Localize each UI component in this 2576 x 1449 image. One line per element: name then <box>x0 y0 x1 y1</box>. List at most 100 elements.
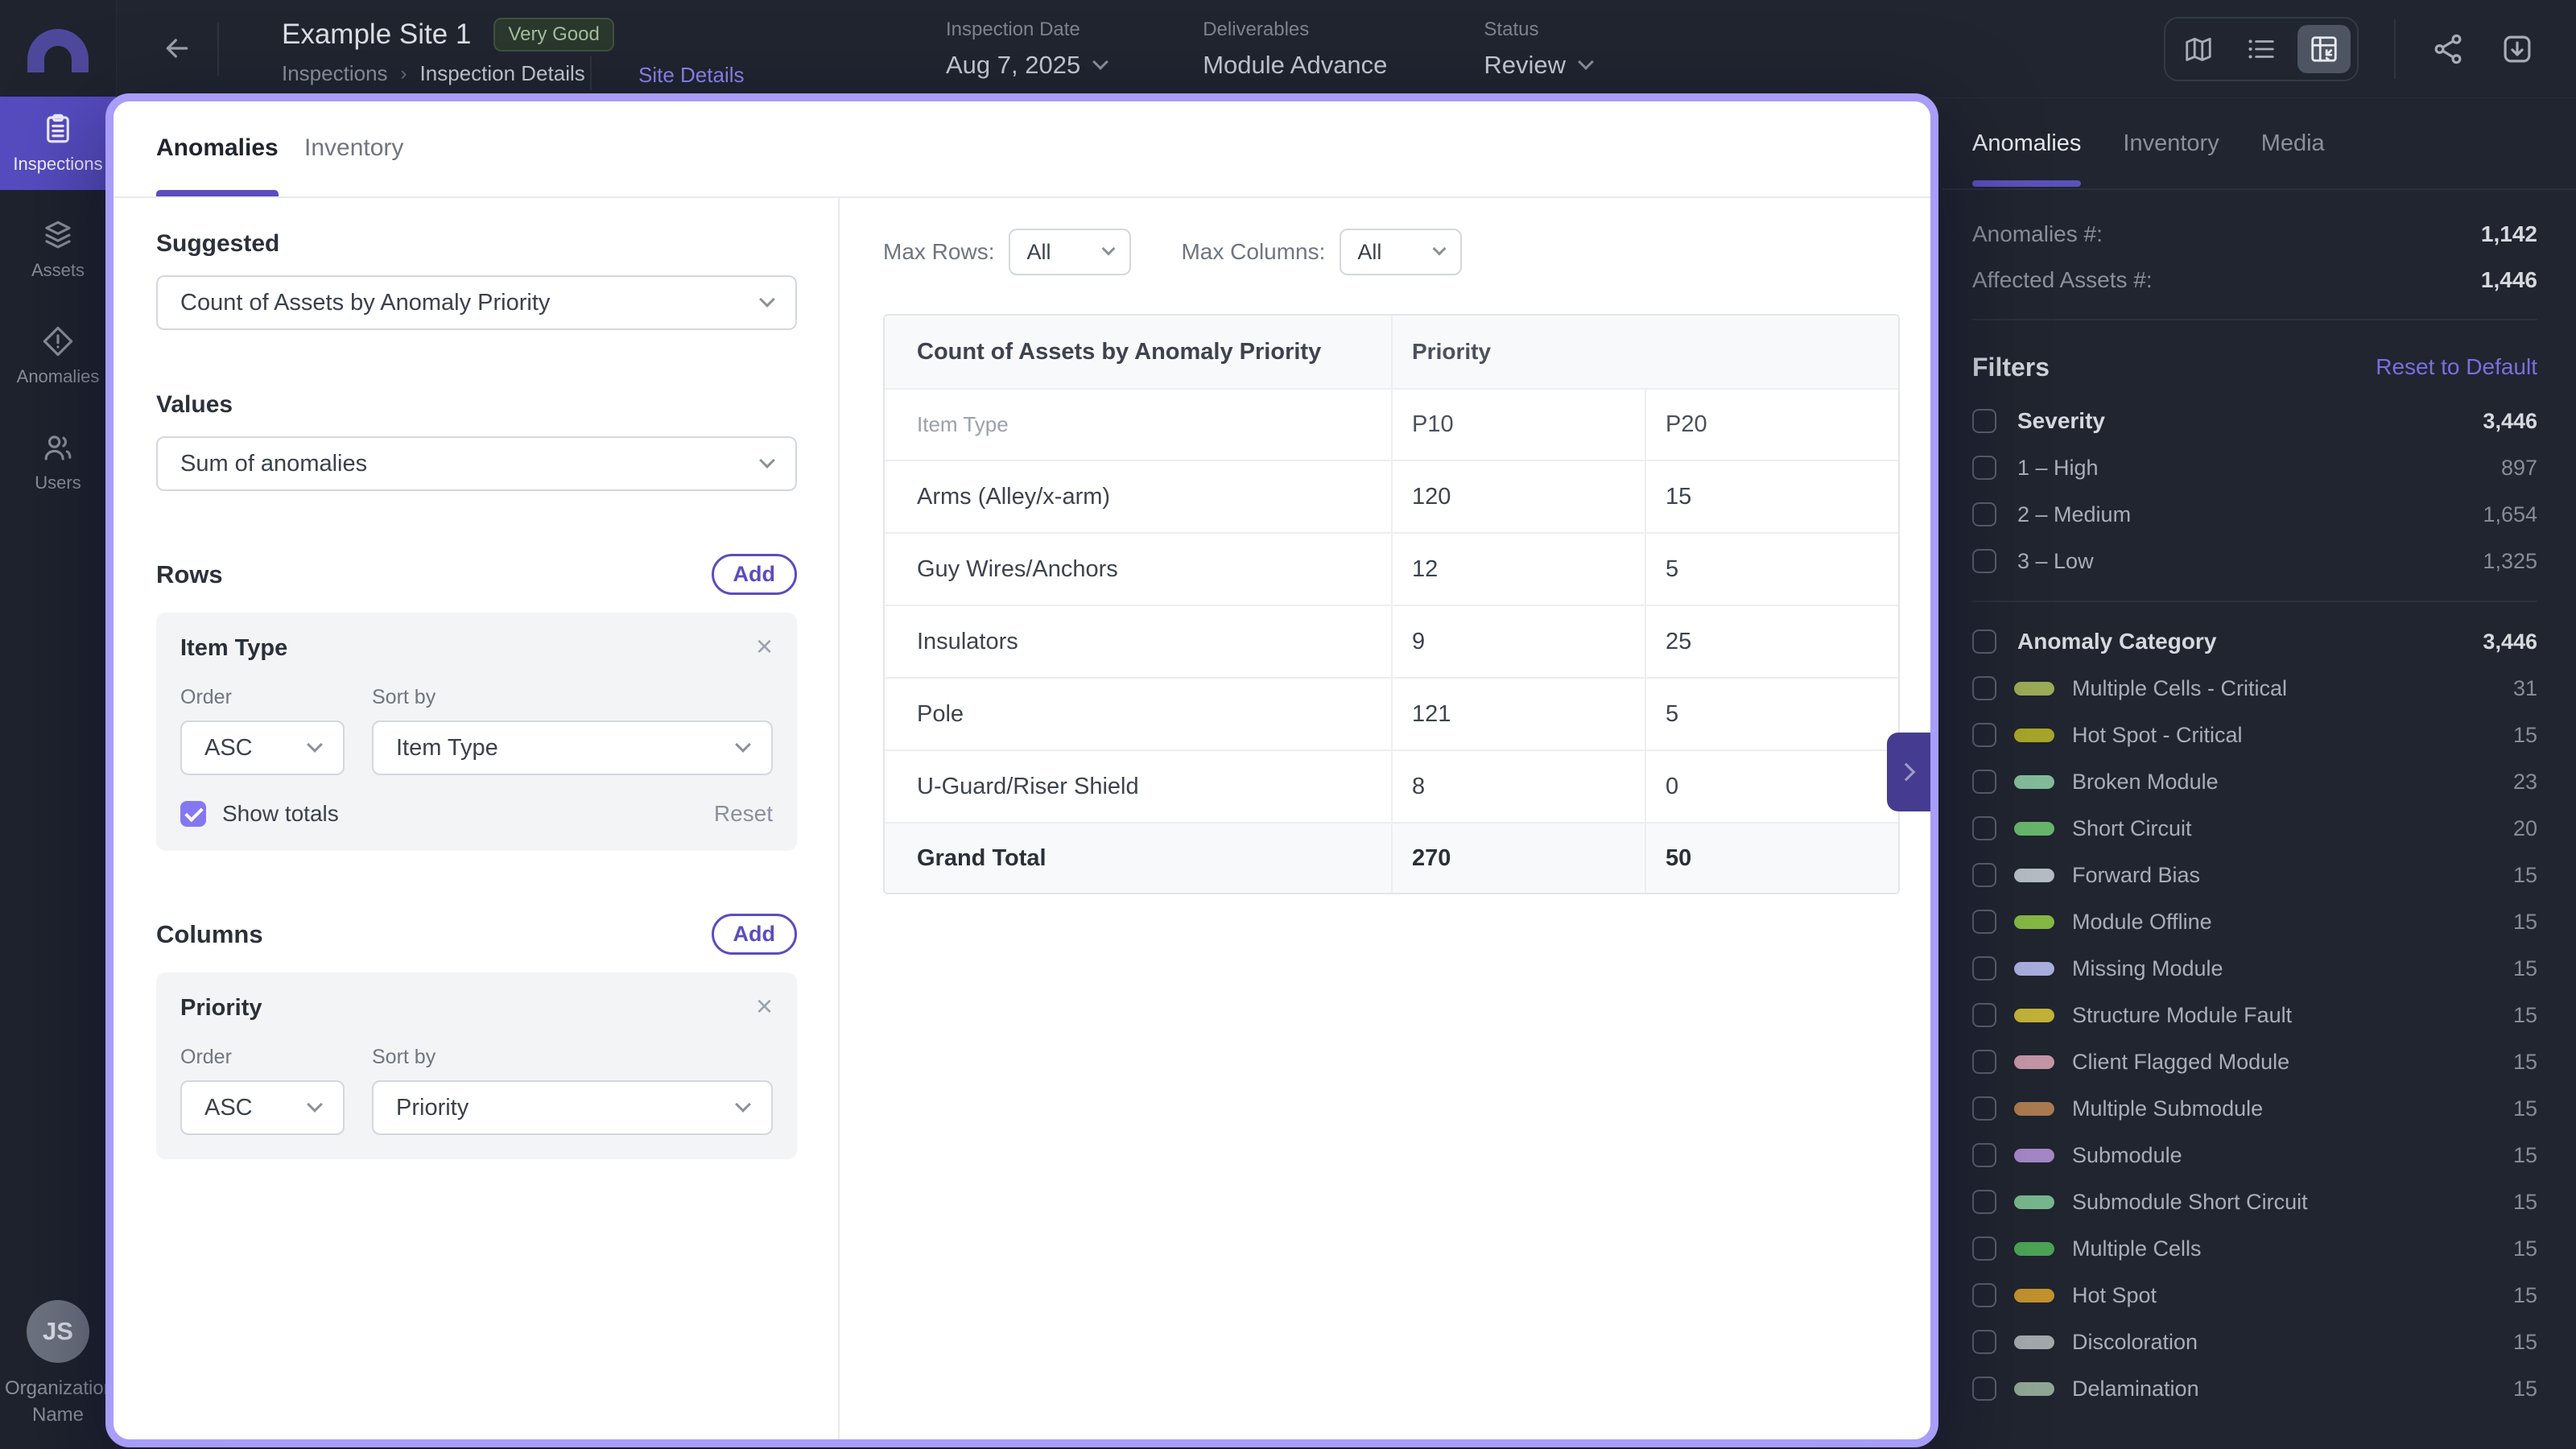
severity-high-checkbox[interactable] <box>1972 456 1996 480</box>
chevron-down-icon <box>307 737 323 753</box>
status-field: Status Review <box>1484 19 1594 80</box>
sidebar-item-inspections[interactable]: Inspections <box>0 97 116 190</box>
site-title-row: Example Site 1 Very Good <box>282 18 614 52</box>
pivot-config-panel: Suggested Count of Assets by Anomaly Pri… <box>114 198 840 1439</box>
category-checkbox[interactable] <box>1972 630 1996 654</box>
chevron-down-icon <box>1578 53 1594 70</box>
category-color-pill <box>2014 681 2054 696</box>
anomalies-count-value: 1,142 <box>2480 221 2537 246</box>
category-color-pill <box>2014 1008 2054 1022</box>
category-option-checkbox[interactable] <box>1972 1190 1996 1214</box>
reset-to-default-link[interactable]: Reset to Default <box>2376 354 2537 379</box>
modal-tab-inventory[interactable]: Inventory <box>304 134 404 161</box>
category-option-checkbox[interactable] <box>1972 1236 1996 1261</box>
modal-tab-anomalies[interactable]: Anomalies <box>156 101 279 196</box>
collapse-panel-button[interactable] <box>1887 733 1930 811</box>
sidebar-item-users[interactable]: Users <box>0 415 116 509</box>
order-label: Order <box>180 1046 232 1068</box>
app-logo[interactable] <box>27 29 89 72</box>
modal-tabs: Anomalies Inventory <box>114 101 1930 198</box>
severity-medium-checkbox[interactable] <box>1972 502 1996 526</box>
pivot-table-title-row: Count of Assets by Anomaly Priority Prio… <box>885 316 1898 388</box>
filters-header: Filters Reset to Default <box>1972 336 2537 398</box>
category-option-checkbox[interactable] <box>1972 816 1996 840</box>
chevron-down-icon <box>759 291 775 308</box>
category-option-checkbox[interactable] <box>1972 1283 1996 1307</box>
category-color-pill <box>2014 1241 2054 1256</box>
share-button[interactable] <box>2431 32 2465 66</box>
category-option: Discoloration 15 <box>1972 1319 2537 1365</box>
chevron-down-icon <box>1092 53 1109 70</box>
category-color-pill <box>2014 868 2054 882</box>
pivot-view-button[interactable] <box>2297 24 2351 73</box>
close-icon[interactable]: × <box>755 989 773 1022</box>
category-option-checkbox[interactable] <box>1972 863 1996 887</box>
avatar[interactable]: JS <box>27 1300 89 1364</box>
category-option-checkbox[interactable] <box>1972 956 1996 980</box>
chevron-down-icon <box>735 737 751 753</box>
checkbox-checked-icon[interactable] <box>180 801 206 827</box>
category-option-checkbox[interactable] <box>1972 1143 1996 1167</box>
column-sort-select[interactable]: Priority <box>372 1080 773 1135</box>
panel-divider <box>1972 601 2537 602</box>
category-option-checkbox[interactable] <box>1972 676 1996 700</box>
category-option: Client Flagged Module 15 <box>1972 1038 2537 1085</box>
category-option-checkbox[interactable] <box>1972 1330 1996 1354</box>
severity-checkbox[interactable] <box>1972 409 1996 433</box>
page-title: Example Site 1 <box>282 19 472 50</box>
suggested-select[interactable]: Count of Assets by Anomaly Priority <box>156 275 797 330</box>
close-icon[interactable]: × <box>755 630 773 663</box>
deliverables-value: Module Advance <box>1203 50 1388 79</box>
column-order-select[interactable]: ASC <box>180 1080 345 1135</box>
row-order-select[interactable]: ASC <box>180 720 345 775</box>
category-option: Broken Module 23 <box>1972 758 2537 805</box>
category-option-checkbox[interactable] <box>1972 910 1996 934</box>
tab-anomalies[interactable]: Anomalies <box>1972 98 2082 188</box>
sidebar-item-assets[interactable]: Assets <box>0 203 116 296</box>
view-switcher <box>2164 16 2359 81</box>
chevron-right-icon <box>1897 762 1916 782</box>
list-view-button[interactable] <box>2235 25 2288 73</box>
category-option-checkbox[interactable] <box>1972 770 1996 794</box>
category-option-checkbox[interactable] <box>1972 1050 1996 1074</box>
max-columns-select[interactable]: All <box>1340 229 1463 275</box>
tab-media[interactable]: Media <box>2260 130 2325 156</box>
category-option-checkbox[interactable] <box>1972 723 1996 747</box>
column-header: P20 <box>1645 390 1898 460</box>
breadcrumb-divider <box>590 56 592 90</box>
category-color-pill <box>2014 1055 2054 1069</box>
row-sort-select[interactable]: Item Type <box>372 720 773 775</box>
category-option-checkbox[interactable] <box>1972 1003 1996 1027</box>
add-row-button[interactable]: Add <box>711 554 797 595</box>
filters-title: Filters <box>1972 352 2050 382</box>
tab-inventory[interactable]: Inventory <box>2123 130 2219 156</box>
inspection-date-value[interactable]: Aug 7, 2025 <box>946 51 1109 80</box>
column-group-label: Priority <box>1391 316 1645 388</box>
rows-section-header: Rows Add <box>156 554 797 595</box>
category-option: Structure Module Fault 15 <box>1972 992 2537 1038</box>
values-select[interactable]: Sum of anomalies <box>156 436 797 491</box>
add-column-button[interactable]: Add <box>711 914 797 955</box>
category-option-checkbox[interactable] <box>1972 1377 1996 1401</box>
back-button[interactable] <box>161 32 193 64</box>
sidebar-item-label: Inspections <box>13 154 103 174</box>
breadcrumb-inspections[interactable]: Inspections <box>282 61 388 85</box>
map-view-button[interactable] <box>2172 25 2225 73</box>
affected-assets-row: Affected Assets #: 1,446 <box>1972 257 2537 303</box>
sort-by-label: Sort by <box>372 1046 436 1068</box>
category-option-checkbox[interactable] <box>1972 1096 1996 1121</box>
severity-low-checkbox[interactable] <box>1972 549 1996 573</box>
site-details-link[interactable]: Site Details <box>638 63 745 87</box>
sidebar-item-anomalies[interactable]: Anomalies <box>0 309 116 402</box>
status-value[interactable]: Review <box>1484 51 1594 80</box>
download-button[interactable] <box>2500 32 2534 66</box>
max-rows-select[interactable]: All <box>1009 229 1132 275</box>
chevron-down-icon <box>1101 242 1116 256</box>
category-color-pill <box>2014 1335 2054 1349</box>
header-actions <box>2164 0 2534 97</box>
category-option: Submodule 15 <box>1972 1132 2537 1179</box>
header-fields: Inspection Date Aug 7, 2025 Deliverables… <box>946 0 1594 97</box>
row-reset-button[interactable]: Reset <box>713 801 773 826</box>
header-actions-divider <box>2394 19 2396 79</box>
show-totals-toggle[interactable]: Show totals <box>180 801 339 827</box>
